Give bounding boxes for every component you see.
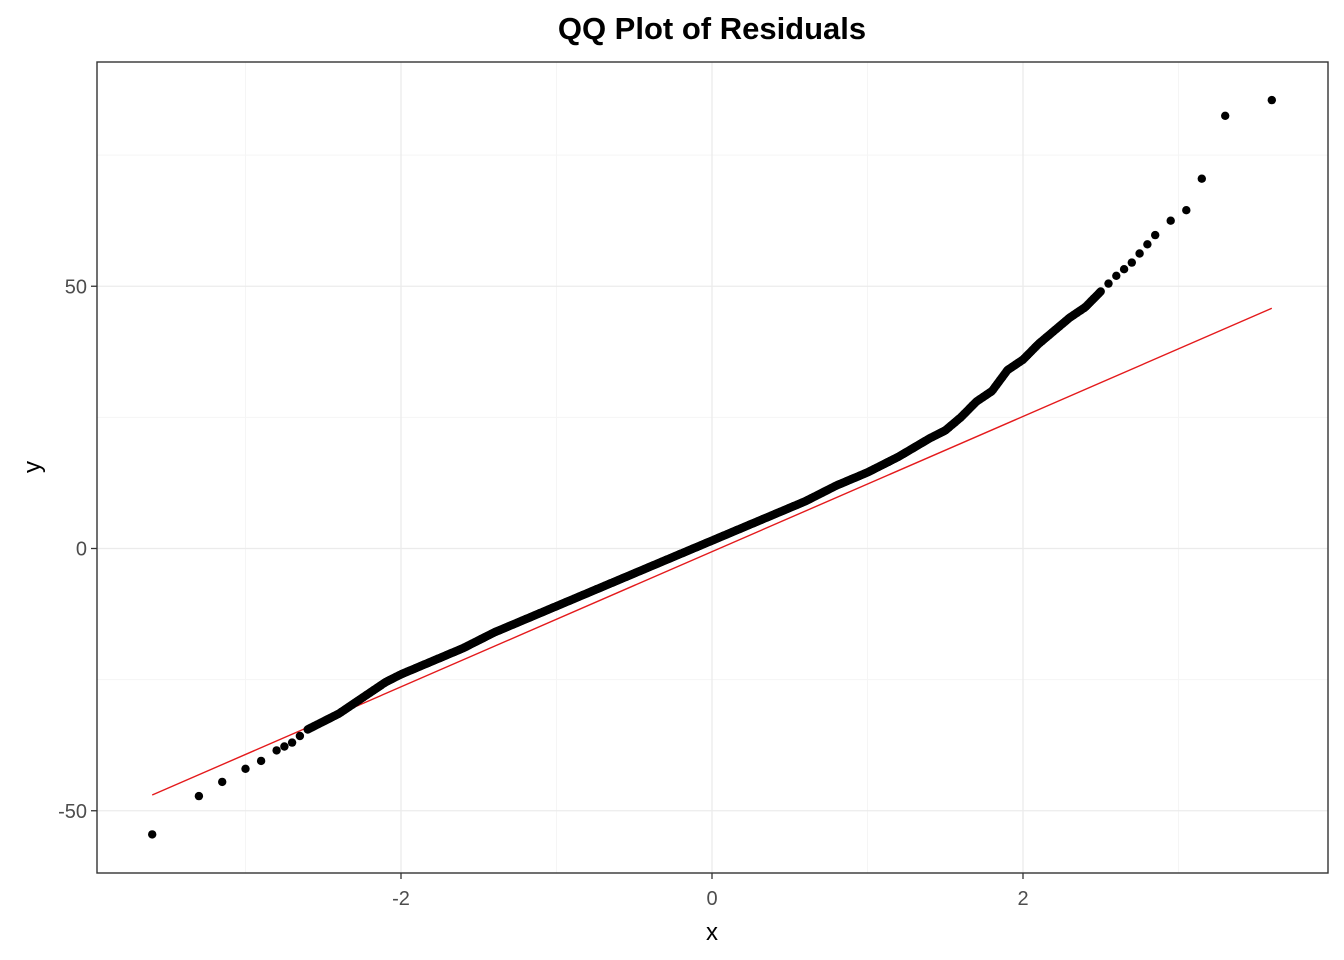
- y-tick-label: 50: [65, 276, 87, 298]
- grid-major: [97, 62, 1328, 873]
- data-point: [1104, 279, 1113, 288]
- x-axis-ticks: -2 0 2: [392, 873, 1029, 910]
- data-points: [148, 95, 1277, 839]
- data-point: [1151, 230, 1160, 240]
- data-point: [1112, 271, 1121, 280]
- data-point: [280, 742, 289, 751]
- data-point: [1197, 174, 1207, 183]
- data-point: [1221, 111, 1230, 121]
- data-point: [1166, 216, 1175, 225]
- x-tick-label: 2: [1017, 888, 1028, 910]
- data-point: [1127, 258, 1137, 267]
- data-point: [1182, 206, 1191, 215]
- data-point: [1135, 249, 1144, 258]
- x-tick-label: 0: [706, 888, 717, 910]
- y-tick-label: 0: [76, 539, 87, 561]
- data-point: [295, 731, 305, 741]
- data-point: [272, 746, 281, 755]
- x-tick-label: -2: [392, 888, 410, 910]
- data-point: [241, 764, 250, 773]
- data-point: [287, 738, 297, 747]
- data-point: [1119, 265, 1129, 274]
- data-point: [194, 791, 204, 801]
- chart-title: QQ Plot of Residuals: [558, 11, 866, 46]
- data-point: [218, 777, 227, 787]
- data-point: [1267, 95, 1277, 105]
- y-axis-ticks: -50 0 50: [58, 276, 97, 823]
- y-axis-title: y: [19, 461, 46, 473]
- data-point: [1143, 240, 1152, 249]
- data-point: [256, 756, 266, 766]
- x-axis-title: x: [706, 919, 718, 946]
- y-tick-label: -50: [58, 801, 87, 823]
- data-point: [148, 830, 157, 839]
- data-point: [1096, 287, 1105, 296]
